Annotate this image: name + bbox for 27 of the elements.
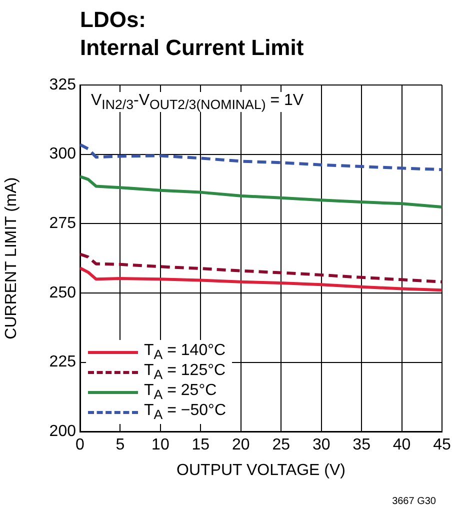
- x-axis-title: OUTPUT VOLTAGE (V): [176, 462, 346, 479]
- text: 3667 G30: [392, 496, 436, 507]
- annotation: V$_{IN2/3}$-V$_{OUT2/3(NOMINAL)}$ = 1V: [88, 92, 307, 112]
- x-tick-label: 40: [392, 436, 411, 454]
- x-tick-label: 35: [352, 436, 371, 454]
- legend-label: T$_{A}$ = 140°C: [144, 342, 226, 362]
- x-tick-label: 10: [152, 436, 170, 454]
- x-tick-label: 15: [192, 436, 210, 454]
- x-tick-label: 0: [76, 436, 85, 454]
- x-tick-label: 20: [232, 436, 250, 454]
- y-tick-label: 250: [49, 284, 76, 302]
- y-tick-label: 300: [49, 146, 76, 163]
- y-tick-label: 325: [49, 76, 76, 94]
- x-tick-label: 30: [312, 436, 330, 454]
- chart-title: LDOs: Internal Current Limit: [80, 6, 304, 62]
- x-tick-label: 25: [272, 436, 290, 454]
- legend-label: T$_{A}$ = −50°C: [144, 402, 226, 422]
- y-axis-title: CURRENT LIMIT (mA): [3, 177, 20, 340]
- line-series: [80, 252, 442, 284]
- y-tick-label: 275: [49, 215, 76, 232]
- x-tick-label: 5: [116, 436, 125, 454]
- legend-label: T$_{A}$ = 125°C: [144, 362, 226, 382]
- x-tick-label: 45: [433, 436, 451, 454]
- legend-label: T$_{A}$ = 25°C: [144, 382, 217, 402]
- y-tick-label: 200: [49, 423, 76, 440]
- line-series: [80, 143, 442, 172]
- y-tick-label: 225: [49, 354, 76, 371]
